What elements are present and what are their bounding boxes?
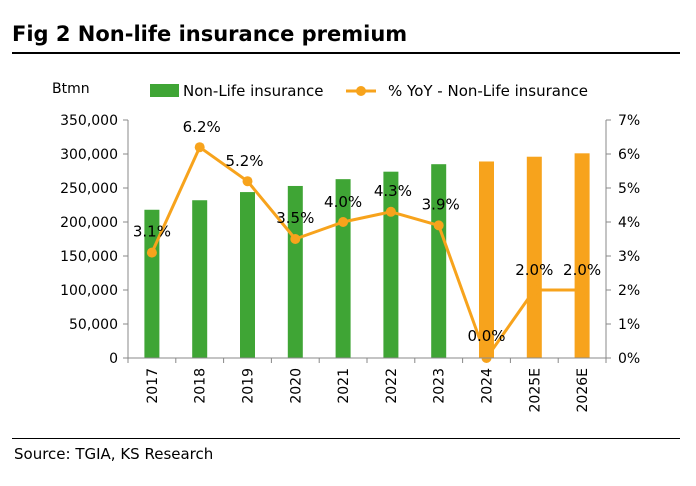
y-tick-label: 250,000 [60,181,118,197]
legend-label-line: % YoY - Non-Life insurance [388,82,588,100]
source-text: Source: TGIA, KS Research [14,445,214,463]
x-tick-label: 2017 [145,368,161,404]
x-tick-label: 2025E [527,368,543,412]
legend-swatch-marker [356,86,366,96]
legend-label-bar: Non-Life insurance [183,82,323,100]
yoy-point [242,176,253,187]
y-tick-label: 0 [109,351,118,367]
y2-tick-label: 2% [618,283,640,299]
yoy-point [529,285,540,295]
y2-tick-label: 3% [618,249,640,265]
yoy-data-label: 2.0% [563,261,601,279]
y-tick-label: 350,000 [60,113,118,129]
y-tick-label: 150,000 [60,249,118,265]
y2-tick-label: 0% [618,351,640,367]
yoy-data-label: 6.2% [183,118,221,136]
y2-tick-label: 1% [618,317,640,333]
bar [574,153,590,358]
bar [431,164,447,358]
y-tick-label: 300,000 [60,147,118,163]
x-tick-label: 2020 [288,368,304,404]
yoy-data-label: 3.9% [422,195,460,213]
legend-swatch-bar [150,84,179,97]
yoy-data-label: 3.5% [276,209,314,227]
y-tick-label: 50,000 [69,317,118,333]
yoy-data-label: 0.0% [467,327,505,345]
y2-tick-label: 7% [618,113,640,129]
yoy-data-label: 3.1% [133,223,171,241]
y-tick-label: 200,000 [60,215,118,231]
yoy-point [146,247,157,258]
yoy-data-label: 4.0% [324,193,362,211]
yoy-point [194,142,205,153]
bar [383,171,399,358]
x-tick-label: 2024 [480,368,496,404]
yoy-data-label: 2.0% [515,261,553,279]
yoy-point [385,206,396,217]
bar [479,161,494,358]
x-tick-label: 2023 [432,368,448,404]
y2-tick-label: 5% [618,181,640,197]
y-unit-label: Btmn [52,81,90,97]
figure-title: Fig 2 Non-life insurance premium [12,22,408,46]
y2-tick-label: 4% [618,215,640,231]
x-tick-label: 2018 [193,368,209,404]
x-tick-label: 2026E [575,368,591,412]
bar [192,200,208,358]
yoy-point [338,217,349,227]
yoy-data-label: 5.2% [225,152,263,170]
yoy-point [433,220,444,231]
y-tick-label: 100,000 [60,283,118,299]
bar [240,192,255,358]
bar [287,185,303,358]
yoy-line [150,145,583,360]
x-tick-label: 2021 [336,368,352,404]
bar [526,156,542,358]
title-rule [12,52,680,54]
source-rule [12,438,680,439]
y2-tick-label: 6% [618,147,640,163]
yoy-data-label: 4.3% [374,182,412,200]
x-tick-label: 2022 [384,368,400,404]
yoy-point [577,285,588,295]
x-tick-label: 2019 [241,368,257,404]
yoy-point [290,234,301,244]
